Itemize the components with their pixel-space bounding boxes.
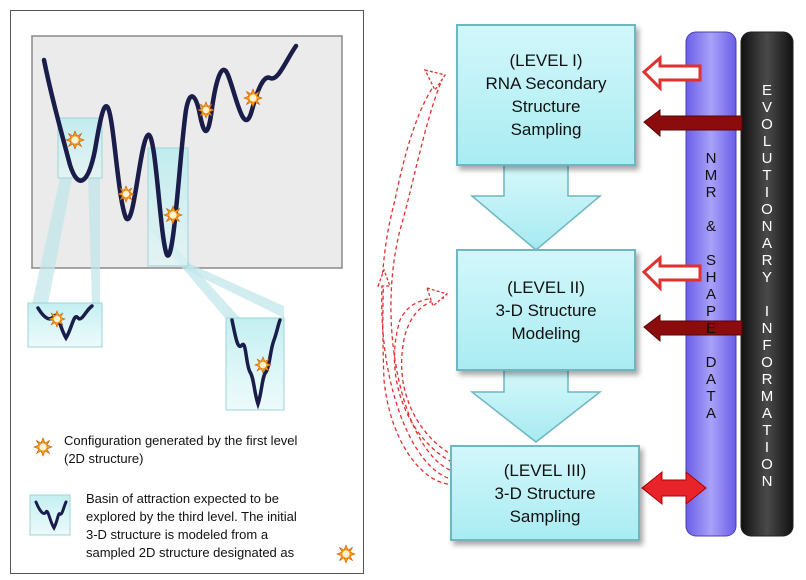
nmr-shape-data-label: N M R & S H A P E D A T A [686,150,736,422]
nmr-letter: P [705,303,716,320]
legend-star-text-2: (2D structure) [64,451,144,466]
evolution-letter: M [760,388,774,405]
feedback-arrows [381,77,455,485]
level-2-box: (LEVEL II) 3-D Structure Modeling [456,249,636,371]
star-icon-4 [197,101,215,119]
evolution-letter: V [761,99,772,116]
nmr-letter: M [704,167,718,184]
energy-landscape-curve [41,43,299,258]
evolution-letter: R [761,371,773,388]
evolution-letter [741,286,793,303]
legend-basin-text-4: sampled 2D structure designated as [86,545,295,560]
nmr-letter: R [705,184,717,201]
evolution-letter: I [764,303,770,320]
level-3-line-1: 3-D Structure [494,483,596,503]
evolution-letter: N [761,473,773,490]
evolution-letter: A [761,235,772,252]
level-3-title: (LEVEL III) [503,460,587,480]
nmr-letter: S [705,252,716,269]
nmr-letter: & [705,218,716,235]
nmr-letter: E [705,320,716,337]
evolution-letter: U [761,150,773,167]
level-1-box: (LEVEL I) RNA Secondary Structure Sampli… [456,24,636,166]
nmr-arrow-level1 [641,54,702,92]
level-3-box: (LEVEL III) 3-D Structure Sampling [450,445,640,541]
evolution-letter: O [761,201,773,218]
nmr-letter: A [705,371,716,388]
legend-basin-text-2: explored by the third level. The initial [86,509,297,524]
nmr-letter [686,201,736,218]
nmr-letter [686,337,736,354]
level-1-title: (LEVEL I) [509,51,583,70]
evo-arrow-level1 [643,109,743,138]
level-1-line-3: Sampling [510,120,582,139]
nmr-letter: A [705,286,716,303]
evolutionary-information-bar [740,31,794,537]
nmr-letter: D [705,354,717,371]
legend-star-text-1: Configuration generated by the first lev… [64,433,298,448]
evolution-letter: L [762,133,772,150]
nmr-arrow-level2 [641,254,702,292]
down-arrow-2 [469,367,603,443]
legend-basin-curve [34,500,68,531]
evolution-letter: T [762,422,772,439]
level-1-line-1: RNA Secondary [485,74,607,93]
evolution-letter: I [764,184,770,201]
evolution-letter: Y [761,269,772,286]
evolution-letter: E [761,82,772,99]
star-icon-3 [163,205,183,225]
level-2-line-2: Modeling [511,323,581,343]
evolution-letter: I [764,439,770,456]
evolution-letter: A [761,405,772,422]
level-2-line-1: 3-D Structure [495,300,597,320]
star-icon-5 [243,88,263,108]
nmr-letter: A [705,405,716,422]
star-icon-1 [65,130,85,150]
legend-star-icon [33,437,53,457]
star-icon-2 [117,185,135,203]
star-icon-zoom-2 [254,356,272,374]
legend-inline-star-icon [336,544,356,564]
evolution-letter: N [761,320,773,337]
evolution-letter: T [762,167,772,184]
nmr-shape-data-bar [685,31,737,537]
evolution-letter: N [761,218,773,235]
evolution-letter: O [761,116,773,133]
level-2-title: (LEVEL II) [507,277,585,297]
evo-arrow-level2 [643,314,743,343]
nmr-letter: T [706,388,716,405]
nmr-letter: H [705,269,717,286]
down-arrow-1 [469,163,603,251]
double-arrow-level3 [641,470,707,506]
nmr-letter: N [705,150,717,167]
legend-basin-text-1: Basin of attraction expected to be [86,491,279,506]
star-icon-zoom-1 [48,310,66,328]
evolution-letter: R [761,252,773,269]
evolution-letter: O [761,456,773,473]
level-3-line-2: Sampling [509,506,581,526]
legend-basin-text-3: 3-D structure is modeled from a [86,527,269,542]
evolution-letter: F [762,337,772,354]
level-1-line-2: Structure [511,97,581,116]
evolution-letter: O [761,354,773,371]
basin-zoom-curve-2 [230,318,282,410]
nmr-letter [686,235,736,252]
